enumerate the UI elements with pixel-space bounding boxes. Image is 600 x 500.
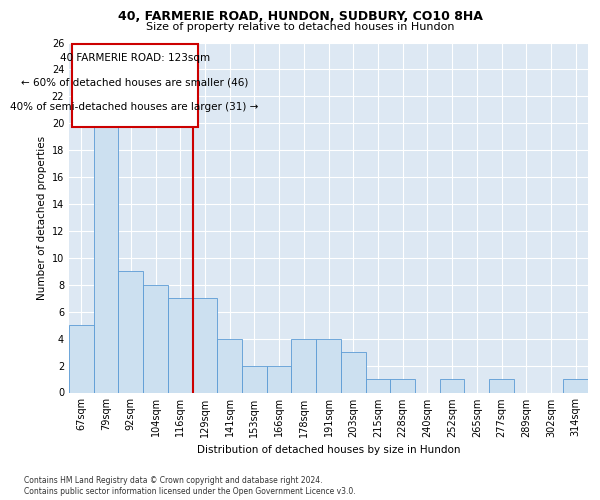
Bar <box>242 366 267 392</box>
Bar <box>316 338 341 392</box>
Text: ← 60% of detached houses are smaller (46): ← 60% of detached houses are smaller (46… <box>21 78 248 88</box>
Bar <box>168 298 193 392</box>
Bar <box>118 272 143 392</box>
Bar <box>390 379 415 392</box>
Bar <box>143 285 168 393</box>
Bar <box>267 366 292 392</box>
FancyBboxPatch shape <box>71 44 198 126</box>
Y-axis label: Number of detached properties: Number of detached properties <box>37 136 47 300</box>
Text: Contains HM Land Registry data © Crown copyright and database right 2024.: Contains HM Land Registry data © Crown c… <box>24 476 323 485</box>
Text: 40, FARMERIE ROAD, HUNDON, SUDBURY, CO10 8HA: 40, FARMERIE ROAD, HUNDON, SUDBURY, CO10… <box>118 10 482 23</box>
Text: Contains public sector information licensed under the Open Government Licence v3: Contains public sector information licen… <box>24 487 356 496</box>
X-axis label: Distribution of detached houses by size in Hundon: Distribution of detached houses by size … <box>197 445 460 455</box>
Text: 40 FARMERIE ROAD: 123sqm: 40 FARMERIE ROAD: 123sqm <box>59 53 210 63</box>
Bar <box>193 298 217 392</box>
Text: 40% of semi-detached houses are larger (31) →: 40% of semi-detached houses are larger (… <box>10 102 259 112</box>
Bar <box>217 338 242 392</box>
Bar <box>440 379 464 392</box>
Bar <box>69 325 94 392</box>
Bar <box>489 379 514 392</box>
Text: Size of property relative to detached houses in Hundon: Size of property relative to detached ho… <box>146 22 454 32</box>
Bar <box>292 338 316 392</box>
Bar <box>563 379 588 392</box>
Bar <box>365 379 390 392</box>
Bar <box>94 110 118 393</box>
Bar <box>341 352 365 393</box>
